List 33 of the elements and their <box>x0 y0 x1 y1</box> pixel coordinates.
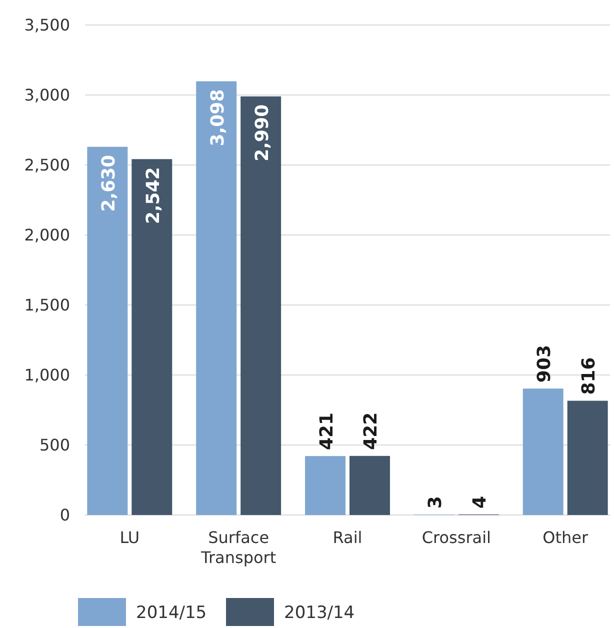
data-label: 4 <box>470 496 491 508</box>
y-tick-label: 3,000 <box>24 86 70 105</box>
data-label: 3 <box>425 496 446 509</box>
data-label: 816 <box>578 357 600 395</box>
x-tick-label: LU <box>120 528 140 547</box>
y-tick-label: 1,000 <box>24 366 70 385</box>
bar <box>240 96 282 515</box>
y-tick-label: 3,500 <box>24 16 70 35</box>
bar <box>350 456 390 515</box>
data-label: 2,542 <box>142 167 164 224</box>
legend-label: 2014/15 <box>136 602 207 623</box>
data-label: 3,098 <box>207 89 228 146</box>
bar <box>87 146 128 515</box>
bar <box>196 81 237 515</box>
y-tick-label: 0 <box>60 506 70 525</box>
data-label: 422 <box>360 412 382 450</box>
y-tick-label: 2,500 <box>24 156 70 175</box>
x-tick-label: Rail <box>332 528 362 547</box>
bar <box>567 400 608 515</box>
y-tick-label: 2,000 <box>24 226 70 245</box>
data-label: 903 <box>534 345 556 383</box>
data-label: 2,990 <box>252 104 273 162</box>
x-tick-label: Surface Transport <box>200 528 276 567</box>
bar <box>305 456 346 515</box>
bar <box>522 388 564 515</box>
y-tick-label: 1,500 <box>24 296 70 315</box>
bar <box>132 159 172 515</box>
data-label: 421 <box>316 412 338 450</box>
y-tick-label: 500 <box>39 436 70 455</box>
x-tick-label: Other <box>542 528 588 547</box>
x-tick-label: Crossrail <box>422 528 491 547</box>
legend-label: 2013/14 <box>284 602 355 623</box>
data-label: 2,630 <box>98 154 120 212</box>
